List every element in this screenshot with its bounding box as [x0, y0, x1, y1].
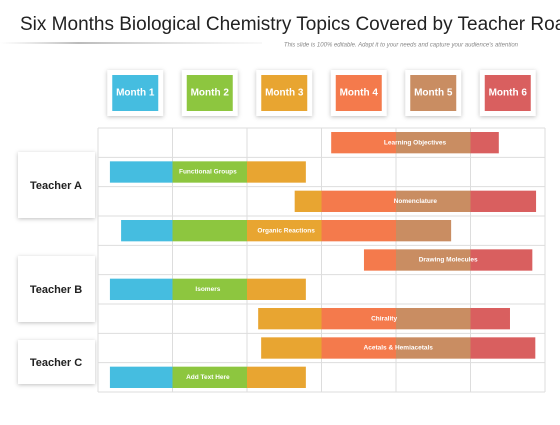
task-bar-segment [470, 190, 537, 212]
teacher-label: Teacher C [30, 357, 82, 369]
task-bar-segment [172, 220, 247, 242]
task-bar-segment [247, 366, 306, 388]
task-label: Chirality [371, 315, 397, 322]
task-bar-segment [172, 366, 247, 388]
bars: Learning Objectives Functional Groups Nome… [109, 132, 537, 388]
teacher-label: Teacher A [30, 180, 82, 192]
month-label: Month 2 [191, 88, 230, 99]
task-bar-segment [109, 161, 173, 183]
task-bar-segment [247, 278, 306, 300]
subtitle: This slide is 100% editable. Adapt it to… [284, 43, 519, 49]
teacher-box [18, 256, 95, 322]
task-bar-segment [109, 278, 173, 300]
teacher-label: Teacher B [30, 284, 82, 296]
task-bar-segment [258, 308, 322, 330]
task-bar-segment [396, 337, 471, 359]
month-tile [186, 75, 233, 111]
month-label: Month 1 [116, 88, 155, 99]
task-bar-segment [172, 278, 247, 300]
task-label: Organic Reactions [257, 227, 315, 234]
month-tile [484, 75, 531, 111]
task-label: Add Text Here [186, 374, 230, 381]
task-bar-segment [396, 220, 452, 242]
month-tile [112, 75, 159, 111]
task-bar-segment [247, 161, 306, 183]
task-bar-segment [470, 308, 510, 330]
task-bar-segment [363, 249, 396, 271]
task-bar-segment [396, 249, 471, 271]
task-bar-segment [321, 220, 396, 242]
month-label: Month 6 [489, 88, 528, 99]
task-bar-segment [261, 337, 322, 359]
month-tile [261, 75, 308, 111]
month-label: Month 5 [414, 88, 453, 99]
month-tile [335, 75, 382, 111]
task-label: Drawing Molecules [419, 257, 478, 264]
task-bar-segment [470, 132, 499, 154]
task-label: Nomenclature [394, 198, 438, 205]
task-bar-segment [470, 337, 536, 359]
title: Six Months Biological Chemistry Topics C… [20, 14, 560, 35]
task-label: Functional Groups [179, 169, 237, 176]
task-bar-segment [321, 337, 396, 359]
task-label: Acetals & Hemiacetals [364, 345, 434, 352]
task-bar-segment [470, 249, 533, 271]
teacher-box [18, 152, 95, 218]
task-bar-segment [121, 220, 173, 242]
month-tile [410, 75, 457, 111]
task-bar-segment [294, 190, 322, 212]
task-bar-segment [321, 308, 396, 330]
month-label: Month 3 [265, 88, 304, 99]
task-label: Learning Objectives [384, 139, 447, 146]
task-bar-segment [396, 132, 471, 154]
task-bar-segment [172, 161, 247, 183]
task-bar-segment [396, 308, 471, 330]
title-rule [0, 42, 262, 44]
task-bar-segment [109, 366, 173, 388]
task-label: Isomers [195, 286, 220, 293]
month-label: Month 4 [340, 88, 379, 99]
task-bar-segment [321, 190, 396, 212]
teacher-box [18, 340, 95, 384]
task-bar-segment [396, 190, 471, 212]
task-bar-segment [247, 220, 322, 242]
task-bar-segment [331, 132, 396, 154]
